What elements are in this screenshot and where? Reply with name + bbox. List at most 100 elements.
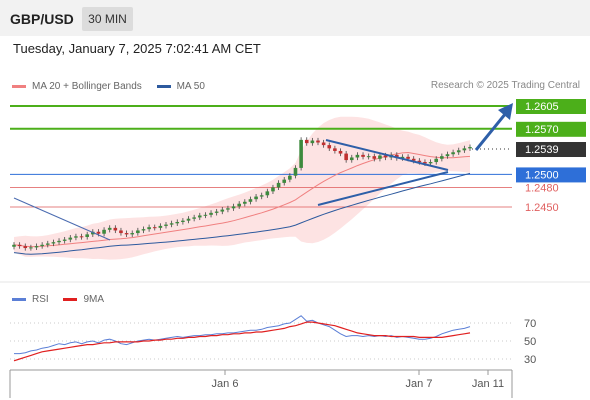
candle-body	[85, 234, 89, 237]
legend-item-ma50: MA 50	[156, 81, 205, 92]
x-tick-label: Jan 6	[212, 378, 239, 390]
candle-body	[406, 156, 410, 159]
timeframe-button[interactable]: 30 MIN	[82, 7, 133, 31]
candle-body	[214, 211, 219, 213]
candle-body	[220, 209, 225, 212]
candle-body	[428, 162, 433, 164]
candle-body	[349, 157, 354, 161]
research-credit: Research © 2025 Trading Central	[430, 80, 580, 91]
legend-item-9ma: 9MA	[63, 294, 104, 305]
candle-body	[113, 227, 118, 231]
rsi-tick-label: 70	[524, 318, 536, 330]
legend-label-9ma: 9MA	[83, 294, 105, 305]
top-bar: GBP/USD 30 MIN	[0, 0, 590, 36]
candle-body	[226, 208, 230, 210]
rsi-swatch	[12, 298, 26, 301]
level-label-1.2500: 1.2500	[525, 169, 559, 181]
candle-body	[423, 162, 427, 164]
triangle-lower-trendline	[317, 171, 449, 206]
triangle-upper-trendline	[325, 139, 449, 171]
level-tag-1.2605	[516, 99, 586, 114]
candle-body	[282, 179, 287, 183]
symbol-title: GBP/USD	[10, 11, 74, 27]
candle-body	[197, 215, 202, 218]
candle-body	[411, 158, 416, 161]
candle-body	[248, 199, 253, 202]
candle-body	[259, 195, 264, 197]
candle-body	[271, 187, 275, 192]
level-label-1.2570: 1.2570	[525, 124, 559, 136]
candle-body	[321, 142, 326, 146]
level-tag-1.2539	[516, 142, 586, 158]
ma50-swatch	[156, 85, 171, 88]
legend-label-ma50: MA 50	[176, 81, 205, 92]
candle-body	[400, 156, 405, 159]
candle-body	[293, 167, 298, 176]
candle-body	[434, 158, 439, 163]
candle-body	[45, 243, 50, 245]
candle-body	[383, 155, 388, 158]
candle-body	[68, 237, 73, 240]
legend-item-rsi: RSI	[12, 294, 49, 305]
candle-body	[136, 230, 140, 234]
candle-body	[130, 233, 135, 235]
candle-body	[237, 203, 241, 207]
candle-body	[141, 229, 146, 231]
candle-body	[124, 233, 129, 235]
candle-body	[355, 154, 360, 158]
candle-body	[361, 154, 365, 157]
candle-body	[231, 206, 236, 209]
ma20-swatch	[12, 85, 26, 88]
candle-body	[327, 145, 332, 149]
rsi-9ma-line	[13, 321, 471, 362]
candle-body	[243, 201, 247, 204]
candle-body	[451, 152, 455, 155]
candle-body	[265, 191, 270, 196]
candle-body	[79, 236, 84, 238]
candle-body	[288, 175, 292, 180]
candle-body	[440, 156, 444, 159]
candle-body	[175, 221, 180, 224]
legend-label-ma20: MA 20 + Bollinger Bands	[32, 81, 142, 92]
candle-body	[107, 227, 112, 230]
legend-label-rsi: RSI	[32, 294, 49, 305]
candle-body	[147, 227, 151, 230]
level-tag-1.2500	[516, 167, 586, 183]
candle-body	[417, 160, 422, 163]
descending-trendline	[13, 197, 111, 241]
x-tick-label: Jan 7	[406, 378, 433, 390]
candle-body	[29, 247, 33, 249]
level-label-1.2480: 1.2480	[525, 182, 559, 194]
level-label-1.2450: 1.2450	[525, 202, 559, 214]
candle-body	[462, 148, 467, 151]
level-label-1.2539: 1.2539	[525, 144, 559, 156]
level-tag-1.2570	[516, 121, 586, 137]
candle-body	[445, 154, 450, 157]
candle-body	[468, 147, 472, 149]
candle-body	[310, 140, 315, 144]
projection-arrow-head	[498, 103, 513, 120]
candle-body	[186, 218, 191, 221]
candle-body	[34, 246, 39, 248]
candle-body	[378, 155, 382, 159]
chart-datetime: Tuesday, January 7, 2025 7:02:41 AM CET	[13, 41, 261, 56]
candle-body	[456, 150, 461, 153]
bollinger-band-area	[14, 116, 470, 260]
ma9-swatch	[63, 298, 78, 301]
candle-body	[57, 240, 61, 243]
rsi-tick-label: 50	[524, 336, 536, 348]
candle-body	[304, 139, 309, 144]
candle-body	[158, 225, 163, 228]
rsi-legend: RSI 9MA	[12, 293, 116, 305]
main-legend: MA 20 + Bollinger Bands MA 50	[12, 80, 217, 92]
candle-body	[40, 244, 44, 247]
candle-body	[254, 196, 258, 200]
candle-body	[62, 239, 67, 241]
candle-body	[338, 150, 343, 154]
candle-body	[96, 231, 101, 234]
candle-body	[209, 212, 213, 215]
candle-body	[316, 140, 320, 143]
legend-item-ma20: MA 20 + Bollinger Bands	[12, 81, 142, 92]
candle-body	[91, 231, 95, 235]
